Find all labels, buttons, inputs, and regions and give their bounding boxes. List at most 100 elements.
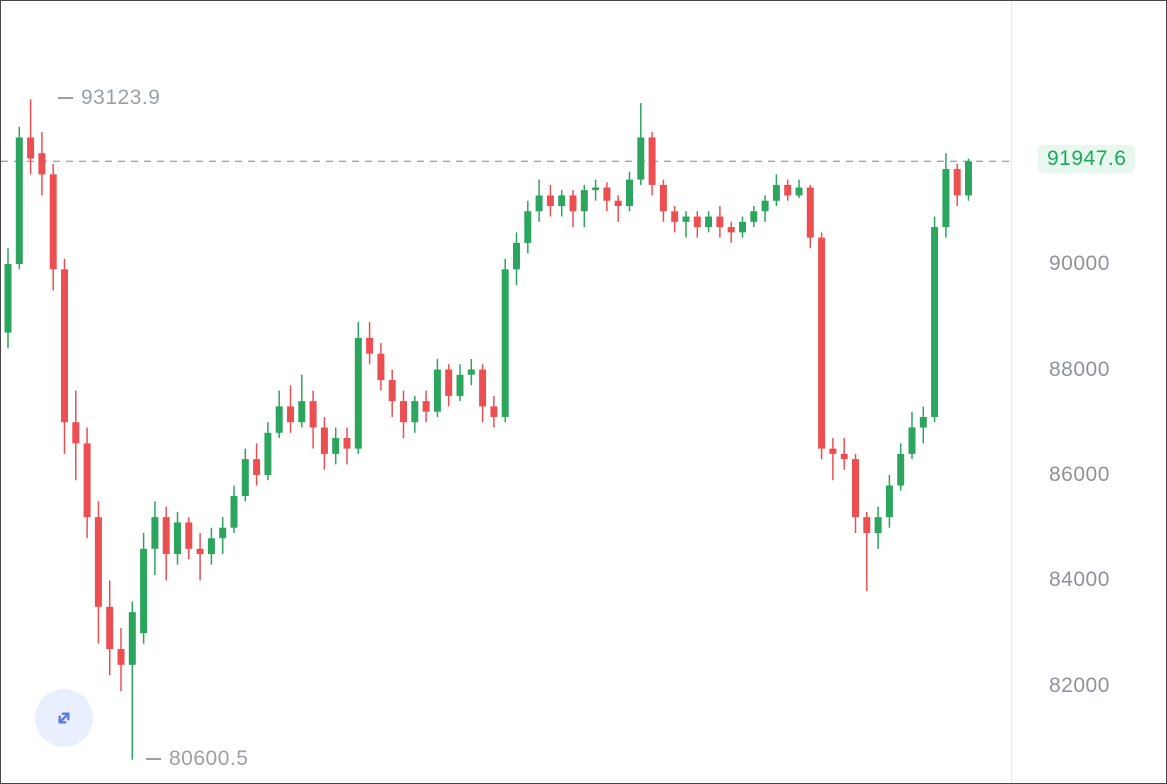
high-annotation: 93123.9: [58, 86, 160, 110]
candle-body: [83, 443, 91, 518]
high-tick-mark: [58, 97, 73, 99]
candle-body: [219, 527, 227, 539]
candle-body: [637, 137, 645, 180]
candle-body: [840, 453, 848, 460]
candle-body: [106, 606, 114, 650]
candle-body: [207, 538, 215, 555]
candle-body: [739, 221, 746, 233]
candle-body: [422, 401, 430, 412]
candle-body: [705, 216, 713, 228]
candle-body: [174, 522, 181, 555]
candle-body: [196, 548, 204, 555]
candle-body: [343, 438, 351, 449]
candle-body: [818, 237, 826, 449]
candle-body: [546, 195, 554, 206]
candle-body: [151, 517, 159, 549]
candlestick-chart[interactable]: [1, 1, 1011, 783]
candle-body: [162, 517, 170, 555]
price-axis[interactable]: 91947.6 90000 88000 86000 84000 82000: [1012, 1, 1166, 783]
candle-body: [897, 453, 905, 486]
candle-body: [140, 548, 148, 634]
candle-body: [4, 264, 12, 333]
candle-body: [558, 195, 566, 206]
candle-body: [772, 184, 780, 201]
candle-body: [117, 649, 125, 665]
candle-body: [795, 187, 803, 196]
candle-body: [366, 337, 374, 354]
candle-body: [942, 169, 950, 228]
candle-body: [953, 169, 961, 196]
candle-body: [614, 200, 622, 206]
expand-button[interactable]: [35, 689, 93, 747]
axis-tick-84000: 84000: [1049, 568, 1110, 591]
low-annotation: 80600.5: [146, 747, 248, 771]
candle-body: [784, 184, 792, 196]
candle-body: [580, 190, 588, 212]
candle-body: [569, 195, 577, 212]
candle-body: [377, 353, 385, 381]
candle-body: [682, 216, 690, 222]
candle-body: [400, 401, 407, 423]
candle-body: [411, 401, 419, 423]
candle-body: [445, 369, 453, 396]
candle-body: [320, 427, 328, 454]
candle-body: [27, 137, 35, 159]
candle-body: [332, 438, 340, 454]
candle-body: [309, 401, 317, 428]
candle-body: [524, 211, 532, 243]
candle-body: [241, 459, 249, 497]
axis-tick-86000: 86000: [1049, 463, 1110, 486]
candle-body: [354, 337, 362, 449]
high-annotation-label: 93123.9: [81, 86, 161, 109]
candle-body: [513, 242, 520, 270]
candle-body: [275, 406, 283, 433]
candle-body: [49, 174, 57, 270]
low-tick-mark: [146, 758, 161, 760]
candle-body: [829, 448, 837, 454]
current-price-label: 91947.6: [1038, 145, 1136, 173]
candle-body: [852, 459, 859, 518]
candle-body: [874, 517, 882, 533]
candle-body: [750, 211, 758, 222]
candle-body: [931, 227, 939, 417]
candle-body: [659, 184, 667, 212]
candle-body: [287, 406, 294, 423]
candle-body: [919, 416, 927, 428]
price-axis-separator: [1011, 1, 1012, 783]
candle-body: [72, 422, 80, 444]
candle-body: [671, 211, 679, 222]
candle-body: [388, 380, 396, 402]
candle-body: [38, 153, 46, 175]
candle-body: [806, 187, 814, 238]
candle-body: [727, 227, 735, 233]
candle-body: [592, 187, 600, 191]
candle-body: [479, 369, 487, 407]
axis-tick-90000: 90000: [1049, 252, 1110, 275]
candle-body: [626, 179, 633, 206]
expand-arrows-icon: [58, 712, 70, 724]
candle-body: [490, 406, 498, 417]
candle-body: [15, 137, 23, 264]
candle-body: [648, 137, 656, 185]
candle-body: [908, 427, 916, 454]
candle-body: [264, 432, 272, 475]
low-annotation-label: 80600.5: [169, 747, 249, 770]
candle-body: [716, 216, 724, 228]
candle-body: [185, 522, 193, 549]
candle-body: [863, 517, 871, 533]
candle-body: [603, 187, 611, 201]
candle-body: [467, 369, 475, 375]
candle-body: [965, 161, 972, 196]
candle-body: [298, 401, 306, 423]
axis-tick-88000: 88000: [1049, 358, 1110, 381]
candle-body: [94, 517, 102, 607]
candle-body: [456, 374, 464, 396]
candle-body: [128, 612, 136, 665]
candle-body: [253, 459, 261, 475]
candle-body: [535, 195, 543, 212]
candle-body: [230, 496, 238, 528]
candle-body: [61, 269, 68, 423]
candle-body: [761, 200, 769, 212]
axis-tick-82000: 82000: [1049, 674, 1110, 697]
